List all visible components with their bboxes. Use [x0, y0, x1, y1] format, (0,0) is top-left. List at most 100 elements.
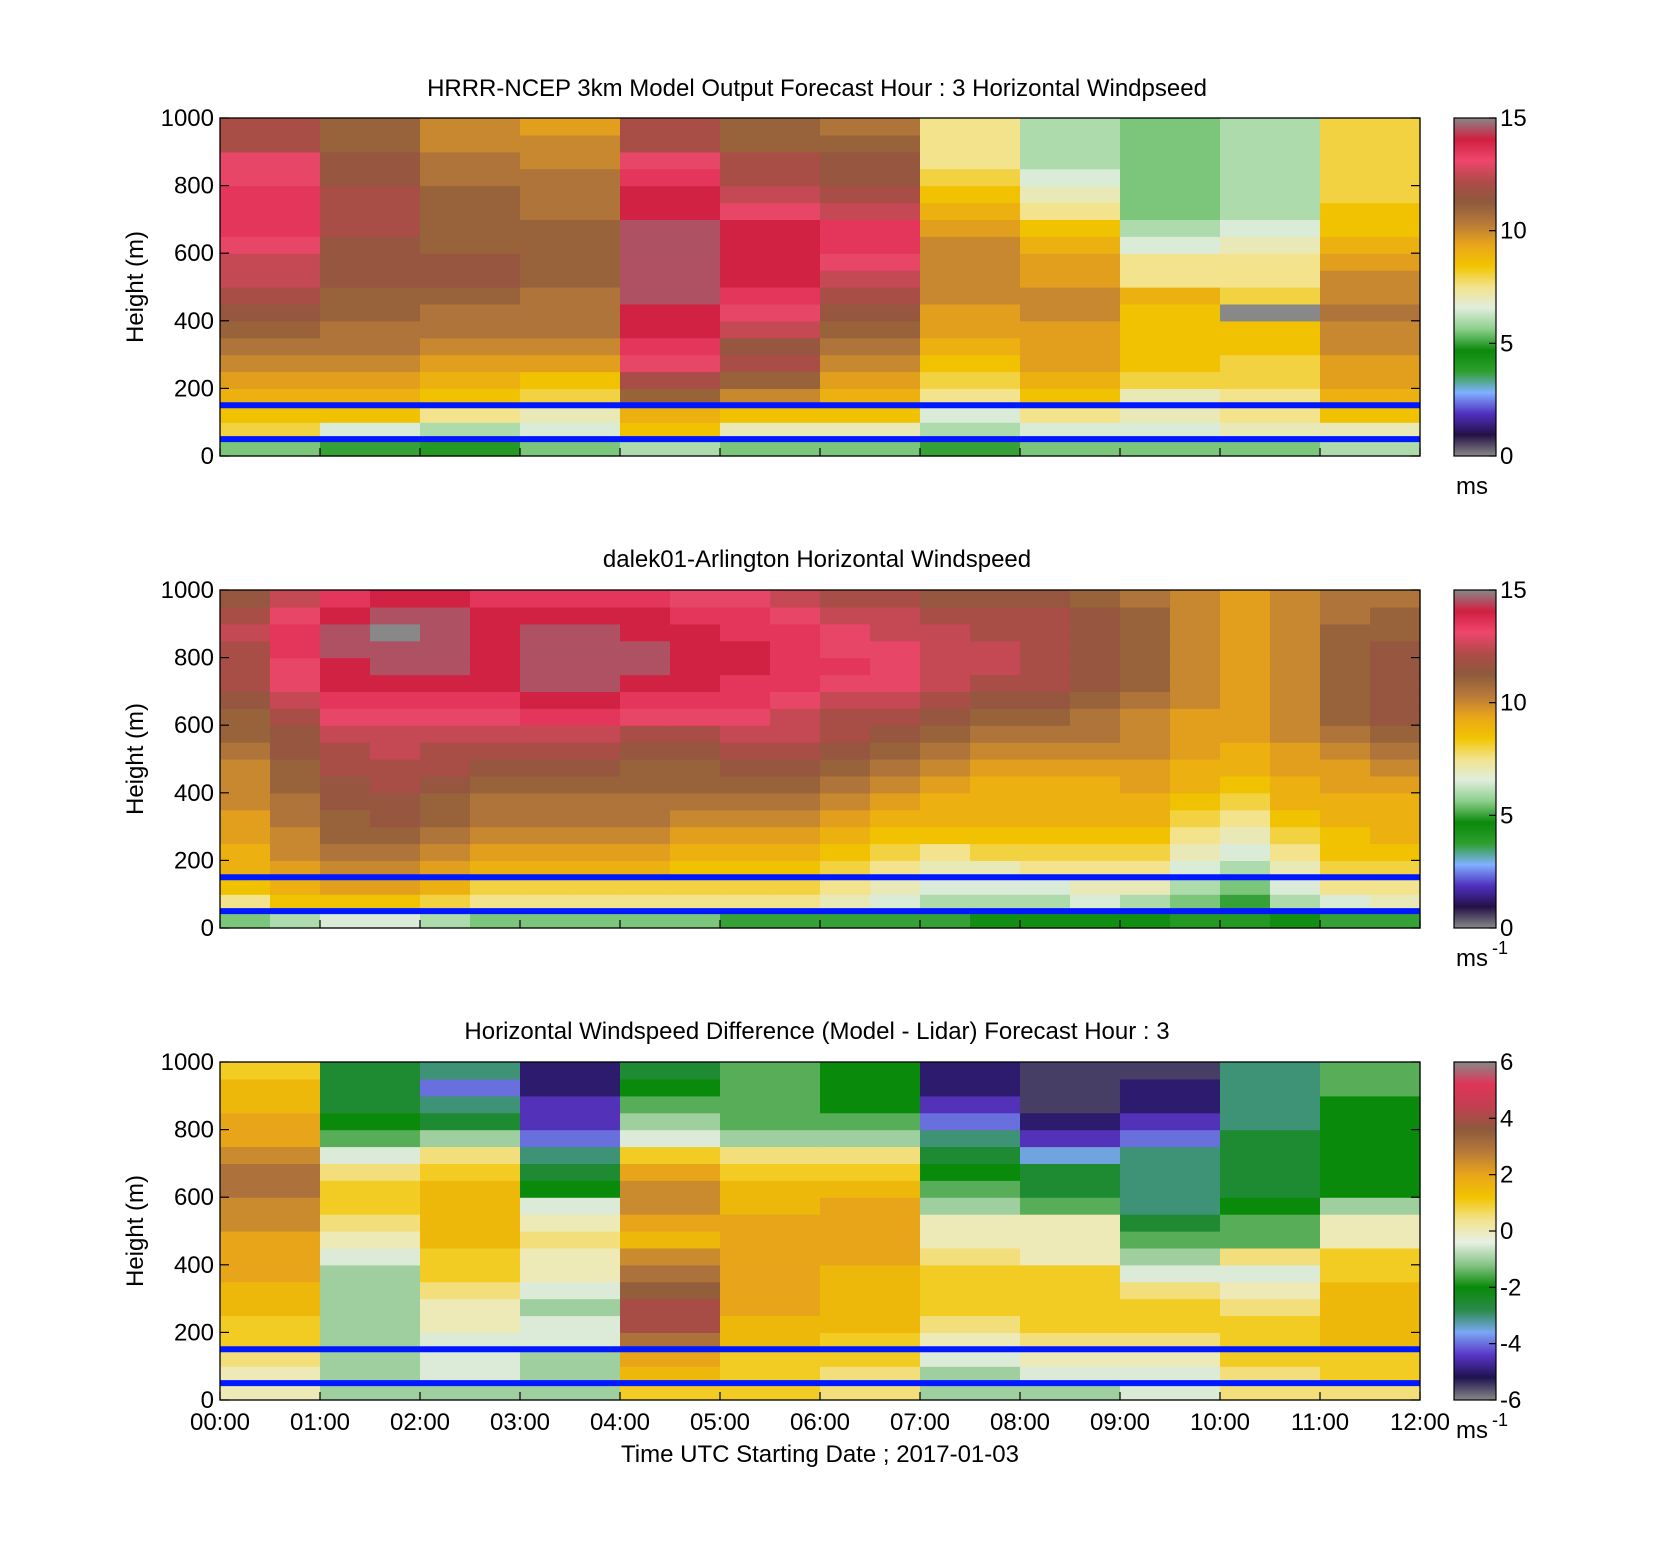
- panel-difference-cell: [920, 1112, 1021, 1131]
- panel-lidar-cell: [720, 708, 771, 726]
- panel-lidar-cell: [770, 674, 821, 692]
- panel-lidar-cell: [570, 826, 621, 845]
- panel-difference-colorbar-tick-label: 2: [1500, 1162, 1513, 1189]
- panel-difference-x-tick-label: 02:00: [390, 1409, 450, 1436]
- panel-lidar-cell: [620, 792, 671, 811]
- panel-difference-cell: [1120, 1366, 1221, 1384]
- panel-lidar-cell: [320, 792, 371, 811]
- panel-lidar-cell: [420, 708, 471, 726]
- panel-lidar-cell: [1370, 657, 1421, 676]
- panel-model-cell: [1120, 151, 1221, 170]
- panel-difference-cell: [220, 1214, 321, 1232]
- panel-lidar-cell: [1020, 725, 1071, 743]
- panel-lidar-cell: [220, 742, 271, 760]
- panel-model-colorbar-tick-label: 10: [1500, 218, 1527, 245]
- panel-lidar-cell: [470, 759, 521, 777]
- panel-difference-cell: [620, 1214, 721, 1232]
- panel-lidar-cell: [420, 911, 471, 929]
- panel-lidar-cell: [270, 911, 321, 929]
- panel-difference-cell: [220, 1264, 321, 1283]
- panel-model-cell: [220, 287, 321, 305]
- panel-model-cell: [920, 168, 1021, 187]
- panel-difference-x-tick-label: 06:00: [790, 1409, 850, 1436]
- panel-lidar-cell: [620, 691, 671, 709]
- panel-lidar-cell: [1370, 826, 1421, 845]
- panel-difference-x-tick-label: 00:00: [190, 1409, 250, 1436]
- panel-lidar-cell: [1020, 792, 1071, 811]
- panel-difference-cell: [220, 1146, 321, 1164]
- panel-lidar-cell: [1320, 674, 1371, 692]
- panel-difference-cell: [820, 1129, 921, 1148]
- panel-difference-cell: [620, 1315, 721, 1333]
- panel-lidar-cell: [1120, 759, 1171, 777]
- panel-lidar-cell: [1020, 708, 1071, 726]
- panel-difference-cell: [720, 1332, 821, 1350]
- panel-difference-cell: [420, 1180, 521, 1198]
- panel-lidar-cell: [820, 640, 871, 659]
- panel-model-cell: [1020, 202, 1121, 220]
- panel-lidar-cell: [870, 877, 921, 895]
- panel-lidar-cell: [620, 674, 671, 692]
- panel-model-cell: [320, 337, 421, 356]
- panel-difference-cell: [1320, 1366, 1421, 1384]
- panel-difference-cell: [1220, 1129, 1321, 1148]
- panel-model-y-tick-label: 0: [201, 443, 214, 470]
- panel-model-cell: [1120, 118, 1221, 136]
- panel-lidar-cell: [420, 657, 471, 676]
- panel-lidar-cell: [1070, 843, 1121, 861]
- panel-lidar-cell: [1070, 877, 1121, 895]
- panel-lidar-cell: [1320, 894, 1371, 912]
- panel-difference-cell: [420, 1214, 521, 1232]
- panel-difference-y-tick-label: 1000: [161, 1049, 214, 1076]
- panel-lidar-cell: [920, 860, 971, 878]
- panel-lidar-cell: [1270, 911, 1321, 929]
- panel-lidar-cell: [1070, 606, 1121, 625]
- panel-lidar-cell: [420, 894, 471, 912]
- panel-lidar-cell: [920, 691, 971, 709]
- panel-lidar-cell: [1270, 674, 1321, 692]
- panel-lidar-cell: [570, 877, 621, 895]
- panel-difference-colorbar-tick-label: -2: [1500, 1274, 1521, 1301]
- panel-model-cell: [1220, 219, 1321, 237]
- panel-difference-cell: [620, 1264, 721, 1283]
- panel-model-cell: [720, 422, 821, 440]
- panel-lidar-cell: [1270, 877, 1321, 895]
- panel-difference-cell: [1120, 1332, 1221, 1350]
- panel-difference-cell: [1120, 1231, 1221, 1249]
- panel-lidar-cell: [470, 809, 521, 828]
- panel-lidar-cell: [570, 725, 621, 743]
- panel-lidar-cell: [1320, 657, 1371, 676]
- panel-lidar-cell: [1120, 826, 1171, 845]
- panel-lidar-cell: [770, 911, 821, 929]
- panel-model-cell: [1120, 320, 1221, 339]
- panel-difference-cell: [1220, 1315, 1321, 1333]
- panel-model-cell: [1120, 422, 1221, 440]
- panel-lidar-cell: [1020, 809, 1071, 828]
- panel-lidar-cell: [870, 606, 921, 625]
- panel-difference-cell: [720, 1366, 821, 1384]
- panel-lidar-cell: [920, 894, 971, 912]
- panel-difference-cell: [620, 1112, 721, 1131]
- panel-difference-cell: [920, 1366, 1021, 1384]
- panel-lidar-cell: [920, 911, 971, 929]
- panel-lidar-cell: [1220, 911, 1271, 929]
- panel-model-cell: [520, 371, 621, 389]
- panel-lidar-cell: [820, 792, 871, 811]
- panel-model-cell: [520, 439, 621, 457]
- panel-model-cell: [720, 371, 821, 389]
- panel-model-cell: [1020, 168, 1121, 187]
- panel-lidar-cell: [920, 877, 971, 895]
- panel-lidar-cell: [620, 826, 671, 845]
- panel-difference-cell: [320, 1247, 421, 1266]
- panel-difference-cell: [1120, 1163, 1221, 1181]
- panel-model-cell: [720, 219, 821, 237]
- panel-lidar-cell: [770, 809, 821, 828]
- panel-difference-cell: [320, 1180, 421, 1198]
- panel-model-cell: [1320, 118, 1421, 136]
- panel-lidar-cell: [670, 623, 721, 642]
- panel-lidar-cell: [470, 877, 521, 895]
- panel-difference-cell: [920, 1163, 1021, 1181]
- panel-lidar-cell: [1370, 623, 1421, 642]
- panel-lidar-cell: [470, 792, 521, 811]
- panel-difference-cell: [1320, 1264, 1421, 1283]
